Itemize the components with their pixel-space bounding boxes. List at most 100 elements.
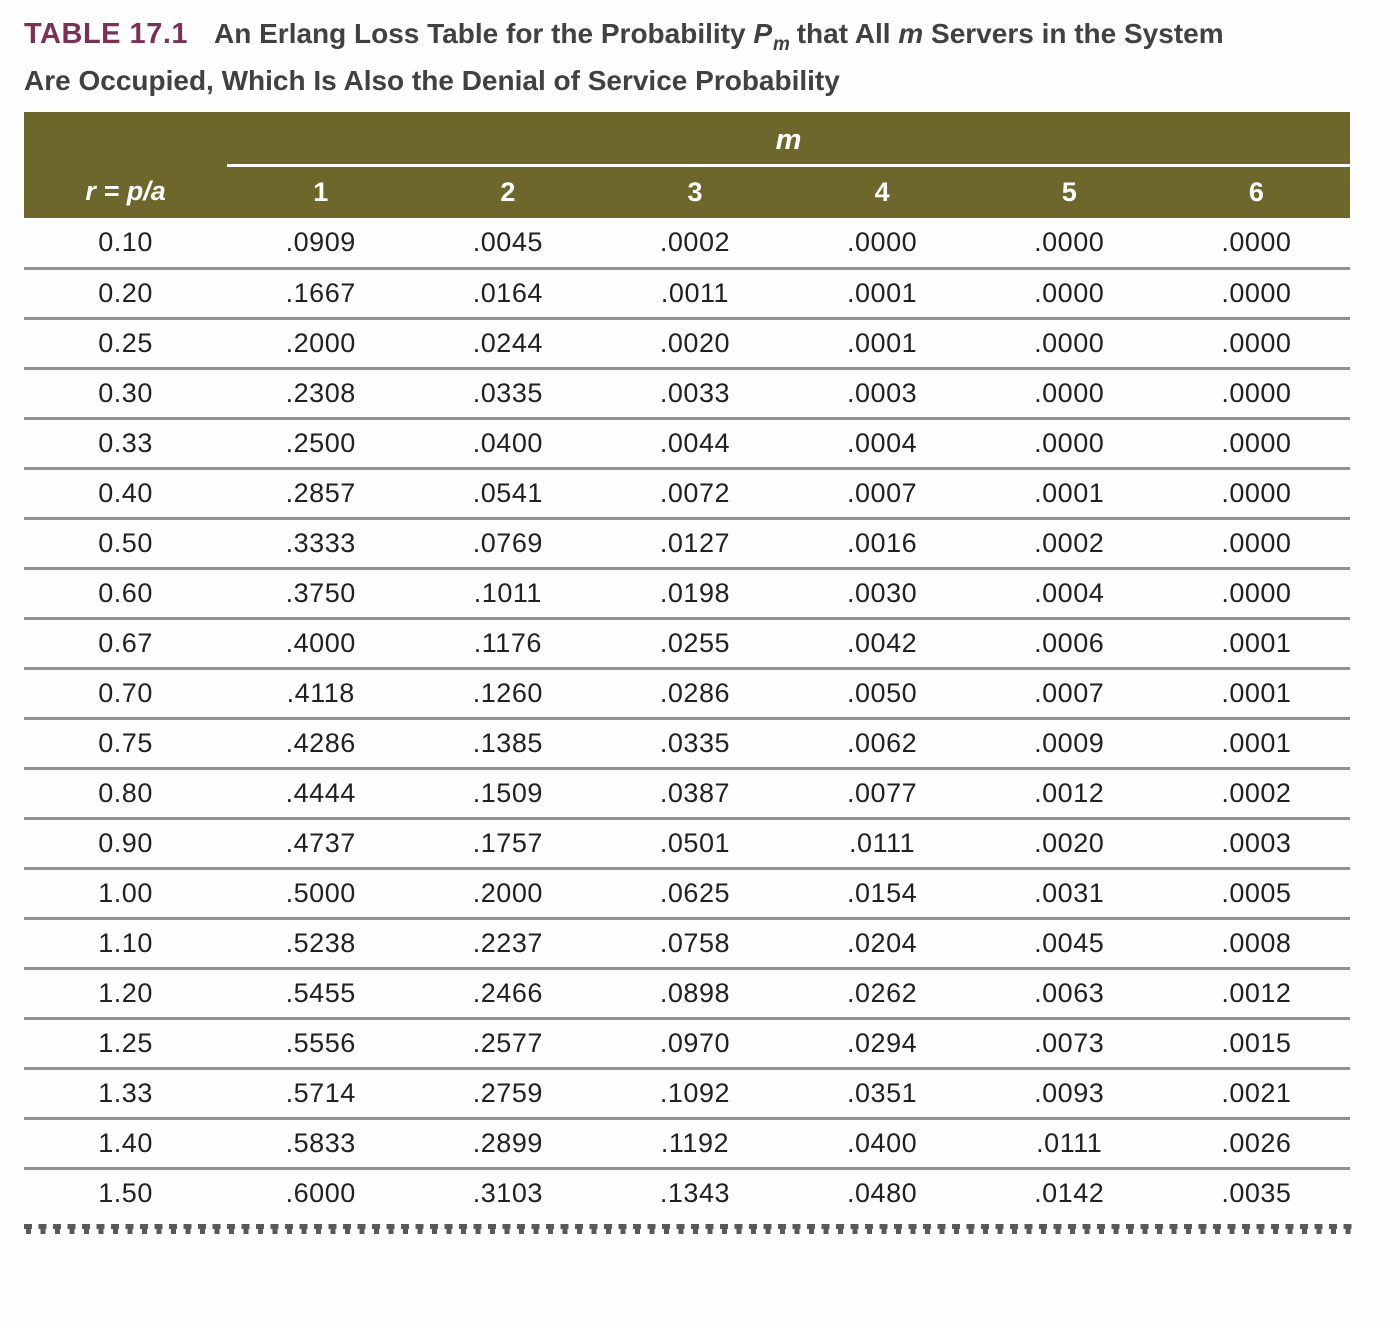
probability-cell: .2899	[414, 1116, 602, 1168]
row-r-value: 0.33	[24, 416, 228, 468]
probability-cell: .0062	[788, 716, 976, 768]
caption-text-segment: that All	[788, 18, 899, 49]
probability-cell: .2237	[414, 916, 602, 968]
probability-cell: .2857	[227, 466, 415, 518]
probability-cell: .0003	[1162, 816, 1350, 868]
probability-cell: .0001	[788, 316, 976, 368]
probability-cell: .0004	[788, 416, 976, 468]
probability-cell: .1509	[414, 766, 602, 818]
probability-cell: .0015	[1162, 1016, 1350, 1068]
probability-cell: .0400	[414, 416, 602, 468]
probability-cell: .0002	[975, 516, 1163, 568]
probability-cell: .0000	[975, 366, 1163, 418]
probability-cell: .2000	[227, 316, 415, 368]
row-r-value: 1.40	[24, 1116, 228, 1168]
probability-cell: .0286	[601, 666, 789, 718]
probability-cell: .1667	[227, 266, 415, 318]
probability-cell: .0020	[601, 316, 789, 368]
table-caption: TABLE 17.1 An Erlang Loss Table for the P…	[24, 12, 1372, 102]
probability-cell: .0000	[1162, 516, 1350, 568]
probability-cell: .0042	[788, 616, 976, 668]
table-row: 0.75.4286.1385.0335.0062.0009.0001	[24, 716, 1350, 768]
probability-cell: .6000	[227, 1166, 415, 1218]
probability-cell: .2000	[414, 866, 602, 918]
row-r-value: 0.30	[24, 366, 228, 418]
table-row: 0.33.2500.0400.0044.0004.0000.0000	[24, 416, 1350, 468]
probability-cell: .0001	[1162, 616, 1350, 668]
row-r-value: 1.10	[24, 916, 228, 968]
probability-cell: .1343	[601, 1166, 789, 1218]
probability-cell: .0009	[975, 716, 1163, 768]
probability-cell: .0769	[414, 516, 602, 568]
probability-cell: .2500	[227, 416, 415, 468]
probability-cell: .0480	[788, 1166, 976, 1218]
probability-cell: .5714	[227, 1066, 415, 1118]
probability-cell: .0002	[601, 218, 789, 268]
row-r-value: 1.25	[24, 1016, 228, 1068]
probability-cell: .0000	[975, 316, 1163, 368]
probability-cell: .0909	[227, 218, 415, 268]
probability-cell: .0016	[788, 516, 976, 568]
probability-cell: .0077	[788, 766, 976, 818]
probability-cell: .4286	[227, 716, 415, 768]
column-header-2: 2	[414, 165, 602, 218]
probability-cell: .2308	[227, 366, 415, 418]
p-letter: P	[753, 18, 773, 49]
header-corner-cell	[24, 112, 228, 165]
probability-cell: .0000	[1162, 266, 1350, 318]
probability-cell: .0154	[788, 866, 976, 918]
table-row: 0.30.2308.0335.0033.0003.0000.0000	[24, 366, 1350, 418]
probability-cell: .0351	[788, 1066, 976, 1118]
probability-cell: .0000	[975, 266, 1163, 318]
probability-cell: .0012	[1162, 966, 1350, 1018]
row-header-label: r = p/a	[24, 165, 228, 218]
group-header-row: m	[24, 112, 1350, 167]
probability-cell: .0045	[414, 218, 602, 268]
probability-cell: .0002	[1162, 766, 1350, 818]
probability-cell: .0001	[788, 266, 976, 318]
row-r-value: 0.20	[24, 266, 228, 318]
probability-cell: .0400	[788, 1116, 976, 1168]
table-row: 0.50.3333.0769.0127.0016.0002.0000	[24, 516, 1350, 568]
probability-cell: .0541	[414, 466, 602, 518]
probability-cell: .0012	[975, 766, 1163, 818]
probability-cell: .0000	[1162, 366, 1350, 418]
probability-cell: .0142	[975, 1166, 1163, 1218]
probability-cell: .0007	[975, 666, 1163, 718]
row-r-value: 0.40	[24, 466, 228, 518]
probability-cell: .0204	[788, 916, 976, 968]
row-r-value: 0.80	[24, 766, 228, 818]
table-row: 1.33.5714.2759.1092.0351.0093.0021	[24, 1066, 1350, 1118]
caption-line1: An Erlang Loss Table for the Probability…	[214, 18, 1224, 55]
column-header-5: 5	[975, 165, 1163, 218]
probability-cell: .0111	[975, 1116, 1163, 1168]
probability-cell: .4118	[227, 666, 415, 718]
probability-cell: .0073	[975, 1016, 1163, 1068]
probability-cell: .0007	[788, 466, 976, 518]
table-row: 0.20.1667.0164.0011.0001.0000.0000	[24, 266, 1350, 318]
probability-cell: .0127	[601, 516, 789, 568]
probability-cell: .5238	[227, 916, 415, 968]
caption-text-segment: Servers in the System	[923, 18, 1224, 49]
probability-cell: .0031	[975, 866, 1163, 918]
probability-cell: .5833	[227, 1116, 415, 1168]
probability-cell: .0001	[1162, 666, 1350, 718]
probability-cell: .1385	[414, 716, 602, 768]
probability-cell: .1176	[414, 616, 602, 668]
probability-cell: .0111	[788, 816, 976, 868]
probability-cell: .0255	[601, 616, 789, 668]
row-r-value: 0.10	[24, 218, 228, 268]
row-r-value: 0.50	[24, 516, 228, 568]
m-group-header: m	[227, 112, 1350, 167]
row-r-value: 0.60	[24, 566, 228, 618]
column-header-3: 3	[601, 165, 789, 218]
caption-line2: Are Occupied, Which Is Also the Denial o…	[24, 65, 840, 96]
probability-cell: .3750	[227, 566, 415, 618]
probability-cell: .0000	[1162, 218, 1350, 268]
column-header-4: 4	[788, 165, 976, 218]
table-row: 0.60.3750.1011.0198.0030.0004.0000	[24, 566, 1350, 618]
probability-cell: .0021	[1162, 1066, 1350, 1118]
